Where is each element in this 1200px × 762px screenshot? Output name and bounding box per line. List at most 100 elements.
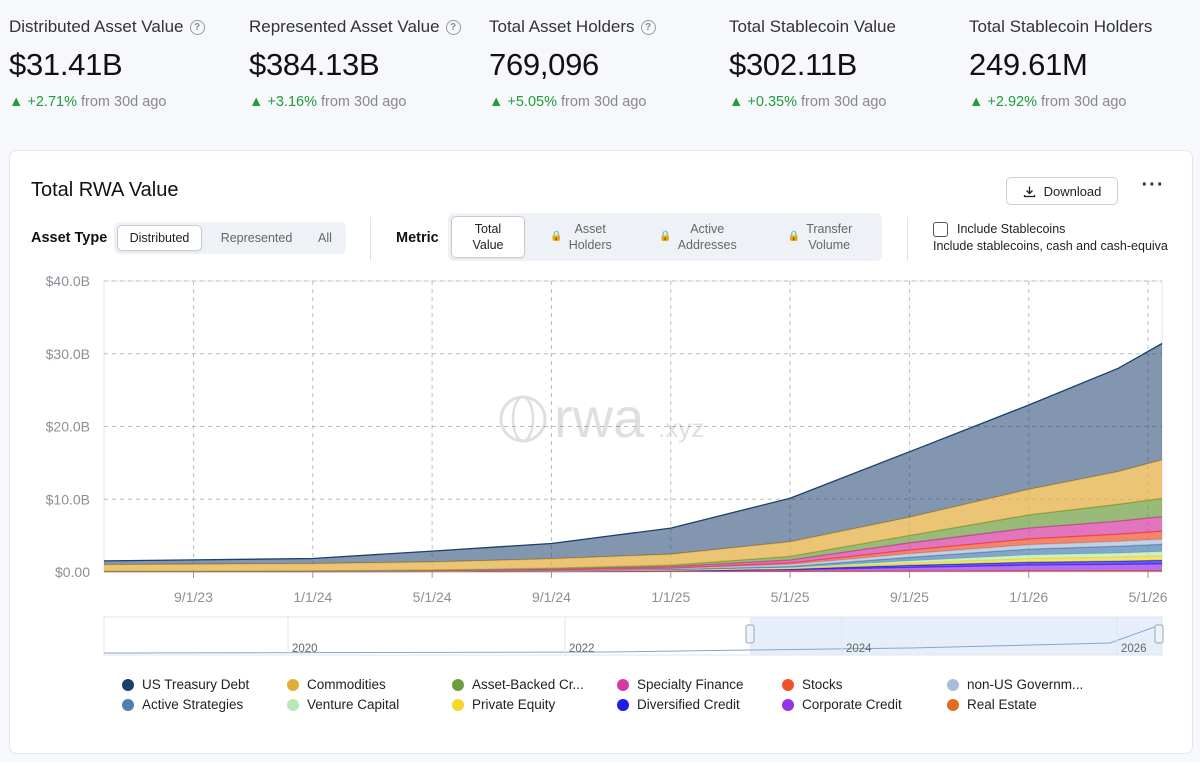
legend-label: Specialty Finance	[637, 677, 744, 692]
x-tick-label: 1/1/24	[293, 589, 332, 605]
download-icon	[1023, 186, 1035, 197]
legend-swatch	[782, 698, 794, 711]
navigator-year-label: 2026	[1121, 643, 1147, 655]
legend-swatch	[617, 698, 629, 711]
globe-meridian	[511, 395, 535, 443]
y-tick-label: $10.0B	[46, 491, 90, 507]
stat-value: $384.13B	[249, 47, 380, 82]
legend-label: US Treasury Debt	[142, 677, 250, 692]
stats-bar: Distributed Asset Value? $31.41B ▲ +2.71…	[0, 0, 1200, 140]
card-title: Total RWA Value	[31, 179, 179, 201]
stat-period: from 30d ago	[81, 94, 167, 110]
range-handle[interactable]	[1154, 624, 1164, 644]
asset-type-represented[interactable]: Represented	[220, 231, 293, 245]
x-tick-label: 9/1/25	[890, 589, 929, 605]
area-series-venture-capital	[104, 551, 1162, 572]
stat-label: Total Stablecoin Holders	[969, 17, 1153, 36]
globe-icon	[499, 395, 547, 443]
asset-type-distributed[interactable]: Distributed	[117, 225, 202, 251]
up-arrow-icon: ▲	[489, 94, 504, 110]
legend-label: Corporate Credit	[802, 697, 902, 712]
stat-value: 769,096	[489, 47, 599, 82]
metric-asset-holders[interactable]: 🔒 Asset Holders	[550, 222, 612, 252]
area-series-diversified-credit	[104, 560, 1162, 572]
watermark-text: rwa	[554, 386, 645, 449]
metric-segmented: Total Value 🔒 Asset Holders 🔒 Active Addre…	[448, 213, 882, 261]
legend-swatch	[122, 678, 134, 691]
range-handle[interactable]	[745, 624, 755, 644]
legend-label: non-US Governm...	[967, 677, 1084, 692]
legend-swatch	[947, 678, 959, 691]
legend-swatch	[782, 678, 794, 691]
area-series-commodities	[104, 459, 1162, 572]
y-tick-label: $20.0B	[46, 419, 90, 435]
legend-item[interactable]: Diversified Credit	[617, 697, 740, 712]
lock-icon: 🔒	[550, 231, 563, 242]
x-tick-label: 1/1/26	[1009, 589, 1048, 605]
stat-label: Total Asset Holders	[489, 17, 635, 36]
legend-item[interactable]: Stocks	[782, 677, 843, 692]
y-tick-label: $40.0B	[46, 273, 90, 289]
legend-item[interactable]: Corporate Credit	[782, 697, 902, 712]
stat-distributed-asset-value: Distributed Asset Value? $31.41B ▲ +2.71…	[9, 16, 239, 110]
stat-value: $302.11B	[729, 47, 858, 82]
x-tick-label: 1/1/25	[651, 589, 690, 605]
stat-period: from 30d ago	[561, 94, 647, 110]
metric-active-addresses[interactable]: 🔒 Active Addresses	[659, 222, 737, 252]
legend-swatch	[287, 678, 299, 691]
area-series-asset-backed-credit	[104, 498, 1162, 572]
x-tick-label: 9/1/23	[174, 589, 213, 605]
stat-period: from 30d ago	[801, 94, 887, 110]
legend-item[interactable]: Real Estate	[947, 697, 1037, 712]
legend-label: Private Equity	[472, 697, 556, 712]
include-stablecoins-label[interactable]: Include Stablecoins	[957, 222, 1066, 236]
legend-label: Venture Capital	[307, 697, 400, 712]
legend-item[interactable]: Asset-Backed Cr...	[452, 677, 584, 692]
legend-item[interactable]: US Treasury Debt	[122, 677, 249, 692]
legend-item[interactable]: non-US Governm...	[947, 677, 1083, 692]
stat-value: 249.61M	[969, 47, 1088, 82]
lock-icon: 🔒	[659, 231, 672, 242]
legend-label: Active Strategies	[142, 697, 244, 712]
y-tick-label: $30.0B	[46, 346, 90, 362]
more-horizontal-icon[interactable]: ···	[1141, 174, 1165, 196]
download-button[interactable]: Download	[1006, 177, 1118, 205]
up-arrow-icon: ▲	[9, 94, 24, 110]
include-stablecoins-checkbox[interactable]	[933, 222, 948, 237]
area-series-active-strategies	[104, 544, 1162, 572]
metric-transfer-volume[interactable]: 🔒 Transfer Volume	[787, 222, 853, 252]
watermark-suffix: .xyz	[658, 413, 704, 443]
metric-total-value[interactable]: Total Value	[451, 216, 525, 258]
stat-represented-asset-value: Represented Asset Value? $384.13B ▲ +3.1…	[249, 16, 479, 110]
help-icon[interactable]: ?	[189, 19, 205, 35]
line-series-us-treasury-debt	[103, 342, 1163, 562]
lock-icon: 🔒	[787, 231, 801, 242]
legend-label: Real Estate	[967, 697, 1037, 712]
legend-item[interactable]: Commodities	[287, 677, 386, 692]
stat-change: +2.92%	[987, 94, 1037, 110]
help-icon[interactable]: ?	[640, 19, 656, 35]
area-series-specialty-finance	[104, 516, 1162, 572]
legend-swatch	[617, 678, 629, 691]
help-icon[interactable]: ?	[445, 19, 461, 35]
area-series-private-equity	[104, 555, 1162, 572]
legend-item[interactable]: Private Equity	[452, 697, 555, 712]
legend-item[interactable]: Specialty Finance	[617, 677, 744, 692]
divider	[907, 217, 908, 261]
legend-item[interactable]: Active Strategies	[122, 697, 243, 712]
x-tick-label: 5/1/24	[413, 589, 452, 605]
asset-type-label: Asset Type	[31, 230, 108, 246]
asset-type-all[interactable]: All	[318, 231, 332, 245]
y-tick-label: $0.00	[55, 564, 90, 580]
rwa-chart-card: Total RWA Value Download ··· Asset Type …	[9, 150, 1193, 754]
stat-total-asset-holders: Total Asset Holders? 769,096 ▲ +5.05% fr…	[489, 16, 719, 110]
legend-label: Asset-Backed Cr...	[472, 677, 584, 692]
stat-period: from 30d ago	[321, 94, 407, 110]
up-arrow-icon: ▲	[249, 94, 264, 110]
x-tick-label: 5/1/25	[771, 589, 810, 605]
up-arrow-icon: ▲	[969, 94, 984, 110]
legend-item[interactable]: Venture Capital	[287, 697, 399, 712]
legend-label: Commodities	[307, 677, 386, 692]
up-arrow-icon: ▲	[729, 94, 744, 110]
rwa-area-chart: $0.00 $10.0B $20.0B $30.0B $40.0B 9/1/23 1/1/2…	[46, 273, 1168, 656]
